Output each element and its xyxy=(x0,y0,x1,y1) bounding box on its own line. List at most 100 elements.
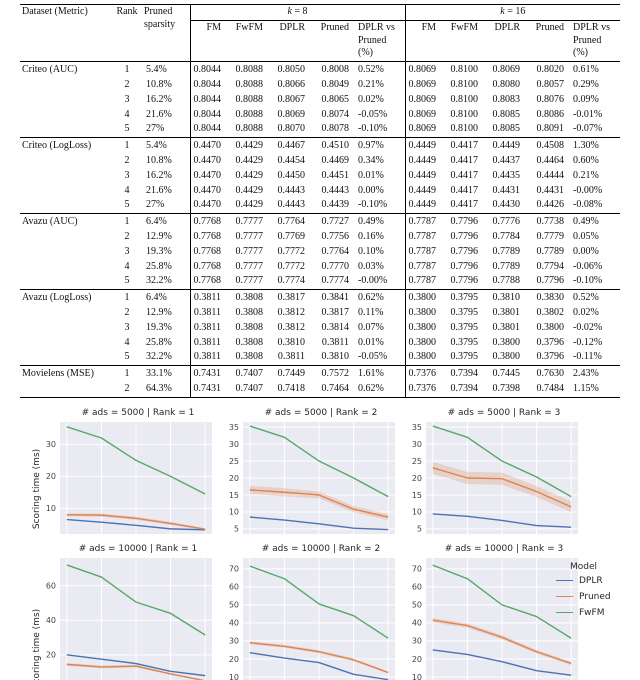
k8-value-cell: 0.3810 xyxy=(277,336,306,348)
dataset-label-empty xyxy=(20,122,112,137)
k8-value-cell: 0.97% xyxy=(356,137,406,154)
k8-value-cell: 0.7770 xyxy=(321,260,350,272)
k16-value-cell: 0.4417 xyxy=(450,184,479,196)
k16-value-cell: 0.3795 xyxy=(443,289,486,306)
chart-title: # ads = 10000 | Rank = 1 xyxy=(78,543,198,554)
svg-text:25: 25 xyxy=(412,457,422,466)
series-line-FwFM xyxy=(249,425,389,498)
k8-value-cell: 0.8066 xyxy=(277,78,306,90)
legend-swatch-DPLR xyxy=(556,580,573,582)
sparsity-cell: 64.3% xyxy=(146,382,172,394)
table-row: 5 32.2% 0.7768 0.7777 0.7774 0.7774 -0.00% 0.77… xyxy=(20,274,620,290)
dataset-label-empty xyxy=(20,154,112,169)
k8-value-cell: 0.10% xyxy=(358,245,384,257)
k16-value-cell: 0.8076 xyxy=(536,93,565,105)
k8-value-cell: 0.7772 xyxy=(277,245,306,257)
chart-title: # ads = 5000 | Rank = 2 xyxy=(264,407,378,418)
series-line-FwFM xyxy=(249,565,389,639)
k8-value-cell: 0.16% xyxy=(358,230,384,242)
rank-cell: 2 xyxy=(124,154,130,166)
k8-value-cell: 0.7431 xyxy=(189,381,228,398)
k8-value-cell: 0.4443 xyxy=(277,184,306,196)
k16-value-cell: 0.3796 xyxy=(536,336,565,348)
svg-text:10: 10 xyxy=(229,507,239,516)
subcol-header: FM xyxy=(404,20,444,62)
results-table-body: Criteo (AUC) 1 5.4% 0.8044 0.8088 0.8050 0.800… xyxy=(20,61,621,398)
k8-value-cell: 0.02% xyxy=(358,93,384,105)
k8-value-cell: 0.4470 xyxy=(189,168,228,184)
k16-value-cell: 0.8085 xyxy=(492,108,521,120)
legend-label: DPLR xyxy=(579,575,603,586)
svg-text:5: 5 xyxy=(234,524,239,533)
k16-value-cell: 0.4417 xyxy=(443,137,486,154)
rank-cell: 4 xyxy=(124,336,130,348)
k16-value-cell: -0.11% xyxy=(573,351,602,363)
series-line-FwFM xyxy=(432,425,572,497)
k16-value-cell: 0.8080 xyxy=(492,78,521,90)
subheader-row: FM FwFM DPLR Pruned DPLR vs Pruned (%) FM FwFM… xyxy=(20,20,620,62)
k16-value-cell: 0.4508 xyxy=(527,137,572,154)
k16-value-cell: 0.3800 xyxy=(404,335,444,351)
scoring-time-figure: Scoring time (ms) # ads = 5000 | Rank = … xyxy=(0,408,640,680)
table-row: 3 16.2% 0.4470 0.4429 0.4450 0.4451 0.01% 0.444… xyxy=(20,168,620,184)
k16-value-cell: 0.7776 xyxy=(485,213,528,230)
k16-value-cell: 0.8020 xyxy=(527,61,572,78)
svg-text:20: 20 xyxy=(412,654,422,663)
series-line-DPLR xyxy=(66,653,206,677)
dataset-label-empty xyxy=(20,306,112,321)
sparsity-cell: 21.6% xyxy=(146,108,172,120)
rank-cell: 4 xyxy=(124,108,130,120)
k16-value-cell: -0.01% xyxy=(573,108,603,120)
k8-value-cell: 0.7764 xyxy=(270,213,312,230)
sparsity-cell: 25.8% xyxy=(146,336,172,348)
k8-value-cell: -0.00% xyxy=(358,275,388,287)
k8-value-cell: 0.7777 xyxy=(235,245,264,257)
table-row: 5 32.2% 0.3811 0.3808 0.3811 0.3810 -0.05% 0.38… xyxy=(20,350,620,366)
series-line-DPLR xyxy=(249,651,389,680)
k16-value-cell: 0.4417 xyxy=(450,169,479,181)
dataset-label-empty xyxy=(20,336,112,351)
k8-value-cell: 0.8044 xyxy=(189,122,228,138)
dataset-label: Avazu (AUC) xyxy=(20,213,112,230)
chart-cell: # ads = 10000 | Rank = 31020304050607010… xyxy=(402,544,582,680)
table-row: 5 27% 0.8044 0.8088 0.8070 0.8078 -0.10% 0.8069… xyxy=(20,122,620,138)
legend-label: Pruned xyxy=(579,591,611,602)
chart-cell: # ads = 10000 | Rank = 12040601015202530… xyxy=(36,544,216,680)
k16-value-cell: 0.8069 xyxy=(404,107,444,123)
k16-value-cell: 0.4431 xyxy=(492,184,521,196)
k8-value-cell: 0.8088 xyxy=(228,61,270,78)
k8-value-cell: 0.49% xyxy=(356,213,406,230)
chart-plot: 5 10 15 20 25 30 35 xyxy=(412,421,578,534)
k8-value-cell: 0.4429 xyxy=(235,169,264,181)
k8-value-cell: 0.62% xyxy=(356,289,406,306)
results-table-wrap: Dataset (Metric) Rank Pruned sparsity k … xyxy=(20,4,624,398)
k8-value-cell: 0.7774 xyxy=(321,275,350,287)
dataset-label: Avazu (LogLoss) xyxy=(20,289,112,306)
k8-value-cell: 0.7449 xyxy=(270,365,312,382)
k16-value-cell: 0.3795 xyxy=(450,336,479,348)
k8-value-cell: 0.3811 xyxy=(189,305,228,321)
k8-value-cell: 0.4470 xyxy=(189,198,228,214)
k8-value-cell: -0.05% xyxy=(358,108,388,120)
k8-value-cell: 0.62% xyxy=(358,382,384,394)
table-row: 4 21.6% 0.4470 0.4429 0.4443 0.4443 0.00% 0.444… xyxy=(20,183,620,199)
k16-value-cell: 0.29% xyxy=(573,78,599,90)
k16-value-cell: -0.02% xyxy=(573,321,603,333)
k8-value-cell: 0.00% xyxy=(358,184,384,196)
svg-text:30: 30 xyxy=(229,636,239,645)
subcol-header: FM xyxy=(189,20,228,62)
k16-value-cell: 0.3795 xyxy=(450,321,479,333)
k16-value-cell: 0.7784 xyxy=(492,230,521,242)
legend-swatch-Pruned xyxy=(556,596,573,598)
dataset-label-empty xyxy=(20,230,112,245)
svg-text:40: 40 xyxy=(229,618,239,627)
series-line-Pruned xyxy=(432,466,572,508)
subcol-header: DPLR vs Pruned (%) xyxy=(358,21,395,59)
k16-value-cell: 0.3800 xyxy=(492,336,521,348)
dataset-label-empty xyxy=(20,321,112,336)
k16-value-cell: 0.3796 xyxy=(536,351,565,363)
dataset-label-empty xyxy=(20,169,112,184)
k8-value-cell: 0.3841 xyxy=(312,289,356,306)
k8-value-cell: 0.4469 xyxy=(321,154,350,166)
table-row: Criteo (LogLoss) 1 5.4% 0.4470 0.4429 0.4467 0… xyxy=(20,137,621,154)
